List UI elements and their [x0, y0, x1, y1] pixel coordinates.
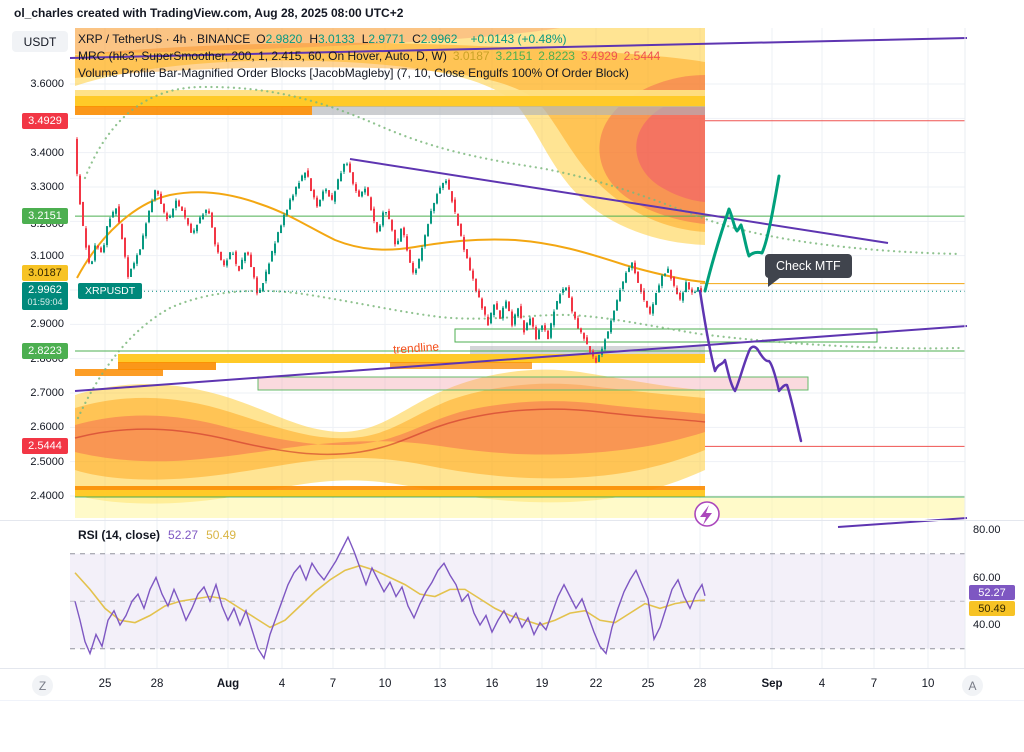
ohlc-values: O2.9820 H3.0133 L2.9771 C2.9962	[256, 32, 464, 46]
price-axis-label: 2.9000	[0, 317, 64, 331]
change-value: +0.0143 (+0.48%)	[470, 32, 567, 46]
time-axis-tick[interactable]: 4	[278, 678, 286, 690]
time-axis-tick[interactable]: 10	[921, 678, 935, 690]
ohlc-value: 2.9820	[265, 32, 303, 46]
price-axis-badge: 2.5444	[22, 438, 68, 454]
volume-profile-legend-row: Volume Profile Bar-Magnified Order Block…	[78, 65, 672, 82]
ohlc-key: C	[412, 32, 421, 46]
ohlc-value: 2.9962	[420, 32, 458, 46]
rsi-axis-badge: 50.49	[969, 601, 1015, 616]
candlestick-series	[76, 137, 702, 364]
rsi-axis-label: 60.00	[973, 572, 1001, 584]
time-axis[interactable]: 25 28 Aug 4 7 10 13 16 19 22 25 28 Sep 4 7 10 Z A	[0, 668, 1024, 701]
logo-bar: TradingView	[0, 700, 1024, 752]
price-axis-label: 2.5000	[0, 455, 64, 469]
time-axis-tick[interactable]: 28	[150, 678, 164, 690]
mrc-value: 2.5444	[623, 49, 661, 63]
ohlc-value: 3.0133	[318, 32, 355, 46]
rsi-axis-label: 40.00	[973, 619, 1001, 631]
price-axis-badge: 3.4929	[22, 113, 68, 129]
rsi-axis-label: 80.00	[973, 524, 1001, 536]
time-axis-tick[interactable]: 19	[535, 678, 549, 690]
time-axis-tick[interactable]: 7	[870, 678, 878, 690]
tooltip-text: Check MTF	[776, 259, 841, 273]
chart-canvas[interactable]	[0, 0, 1024, 710]
price-axis-label: 3.1000	[0, 249, 64, 263]
rsi-pane-canvas	[70, 535, 965, 661]
volume-profile-bands	[75, 90, 965, 518]
price-axis-badge: 3.0187	[22, 265, 68, 281]
mrc-value: 3.2151	[495, 49, 533, 63]
time-axis-tick[interactable]: 25	[641, 678, 655, 690]
price-levels	[75, 120, 965, 498]
ohlc-key: O	[256, 32, 266, 46]
timezone-badge[interactable]: Z	[32, 675, 53, 696]
projection-drawings	[698, 174, 803, 443]
time-axis-tick[interactable]: 10	[378, 678, 392, 690]
price-axis-badge: 2.9962 01:59:04	[22, 282, 68, 310]
price-axis-label: 2.6000	[0, 420, 64, 434]
mrc-bands	[76, 85, 962, 420]
check-mtf-tooltip: Check MTF	[765, 254, 852, 287]
lightning-icon	[694, 501, 720, 527]
time-axis-tick[interactable]: 28	[693, 678, 707, 690]
order-block-boxes	[257, 328, 878, 391]
price-axis-label: 3.6000	[0, 77, 64, 91]
symbol-legend-row: XRP / TetherUS · 4h · BINANCE O2.9820 H3.0…	[78, 31, 672, 48]
time-axis-tick[interactable]: 4	[818, 678, 826, 690]
price-axis-badge: 2.8223	[22, 343, 68, 359]
mrc-values: 3.0187 3.2151 2.8223 3.4929 2.5444	[453, 49, 667, 63]
volume-profile-title[interactable]: Volume Profile Bar-Magnified Order Block…	[78, 66, 629, 80]
price-axis-badge: 3.2151	[22, 208, 68, 224]
rsi-axis-badge: 52.27	[969, 585, 1015, 600]
time-axis-tick[interactable]: 22	[589, 678, 603, 690]
price-axis-label: 3.4000	[0, 146, 64, 160]
legend: XRP / TetherUS · 4h · BINANCE O2.9820 H3.0…	[78, 31, 672, 82]
mrc-legend-row: MRC (hlc3, SuperSmoother, 200, 1, 2.415,…	[78, 48, 672, 65]
countdown-timer: 01:59:04	[27, 297, 63, 307]
symbol-title[interactable]: XRP / TetherUS · 4h · BINANCE	[78, 32, 251, 46]
ohlc-value: 2.9771	[368, 32, 406, 46]
time-axis-tick[interactable]: 25	[98, 678, 112, 690]
separators	[0, 28, 1024, 668]
rsi-legend-row: RSI (14, close) 52.27 50.49	[78, 528, 244, 542]
rsi-title[interactable]: RSI (14, close)	[78, 528, 161, 542]
rsi-ma-value: 50.49	[206, 528, 237, 542]
autoscale-badge[interactable]: A	[962, 675, 983, 696]
ohlc-key: H	[309, 32, 319, 46]
price-axis-label: 2.4000	[0, 489, 64, 503]
time-axis-tick[interactable]: 16	[485, 678, 499, 690]
ohlc-key: L	[361, 32, 369, 46]
trendlines	[69, 37, 968, 528]
mrc-title[interactable]: MRC (hlc3, SuperSmoother, 200, 1, 2.415,…	[78, 49, 447, 63]
currency-button[interactable]: USDT	[12, 31, 68, 52]
time-axis-tick[interactable]: 13	[433, 678, 447, 690]
rsi-value: 52.27	[168, 528, 199, 542]
time-axis-tick[interactable]: Sep	[761, 678, 783, 690]
tooltip-tail	[768, 277, 781, 287]
symbol-price-tag: XRPUSDT	[78, 283, 143, 299]
time-axis-tick[interactable]: Aug	[216, 678, 240, 690]
creator-line: ol_charles created with TradingView.com,…	[14, 6, 404, 20]
price-axis-label: 3.3000	[0, 180, 64, 194]
price-axis-label: 2.7000	[0, 386, 64, 400]
time-axis-tick[interactable]: 7	[329, 678, 337, 690]
mrc-value: 2.8223	[538, 49, 575, 63]
mrc-value: 3.0187	[452, 49, 490, 63]
mrc-value: 3.4929	[580, 49, 618, 63]
